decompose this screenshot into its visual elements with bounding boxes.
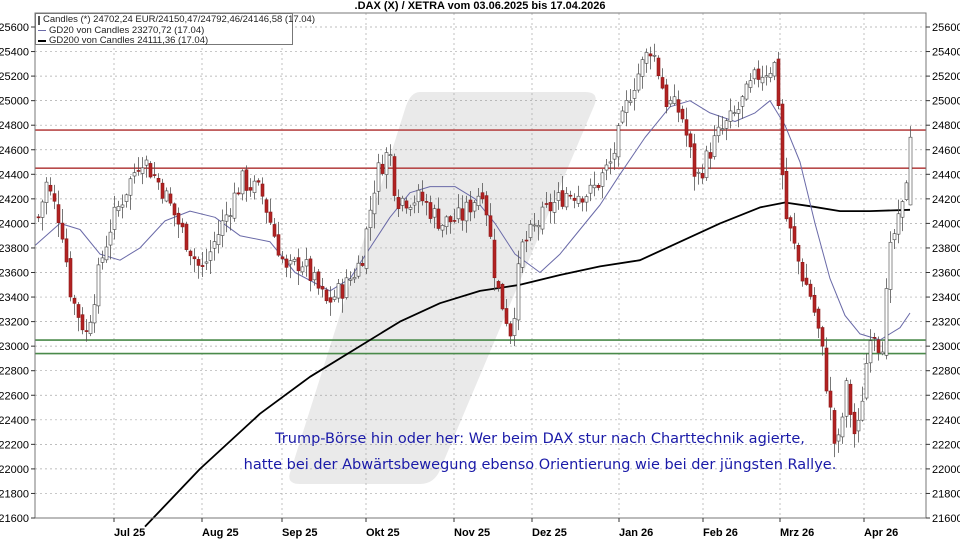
svg-text:25400: 25400 xyxy=(932,47,960,59)
svg-text:22400: 22400 xyxy=(0,415,29,427)
svg-text:23600: 23600 xyxy=(932,268,960,280)
svg-text:Okt 25: Okt 25 xyxy=(366,527,400,539)
gd20-swatch-icon xyxy=(38,30,46,32)
x-axis: Jul 25 Aug 25 Sep 25 Okt 25 Nov 25 Dez 25 Jan … xyxy=(113,518,898,539)
svg-text:23600: 23600 xyxy=(0,268,29,280)
svg-text:22600: 22600 xyxy=(932,390,960,402)
svg-text:25200: 25200 xyxy=(932,71,960,83)
svg-text:24800: 24800 xyxy=(932,120,960,132)
svg-text:25600: 25600 xyxy=(0,22,29,34)
legend-label: GD20 von Candles 23270,72 (17.04) xyxy=(49,24,205,36)
svg-text:22400: 22400 xyxy=(932,415,960,427)
svg-text:22000: 22000 xyxy=(932,464,960,476)
svg-text:24600: 24600 xyxy=(932,145,960,157)
grid-lines xyxy=(35,13,926,519)
svg-text:Feb 26: Feb 26 xyxy=(703,527,738,539)
svg-text:22600: 22600 xyxy=(0,390,29,402)
svg-text:24200: 24200 xyxy=(932,194,960,206)
axes xyxy=(34,12,927,519)
svg-text:23800: 23800 xyxy=(0,243,29,255)
svg-text:24400: 24400 xyxy=(0,169,29,181)
svg-text:23800: 23800 xyxy=(932,243,960,255)
svg-text:Sep 25: Sep 25 xyxy=(282,527,317,539)
annotation-line-1: Trump-Börse hin oder her: Wer beim DAX s… xyxy=(275,431,805,447)
svg-text:Jul 25: Jul 25 xyxy=(114,527,145,539)
svg-text:24400: 24400 xyxy=(932,169,960,181)
svg-text:21800: 21800 xyxy=(932,488,960,500)
chart-annotation: Trump-Börse hin oder her: Wer beim DAX s… xyxy=(230,426,850,478)
legend-item-gd20: GD20 von Candles 23270,72 (17.04) xyxy=(38,24,290,37)
svg-text:Nov 25: Nov 25 xyxy=(454,527,490,539)
candlestick-series xyxy=(36,43,913,458)
y-axis-left: 21600 21800 22000 22200 22400 22600 22800 23000… xyxy=(0,22,35,525)
svg-text:25600: 25600 xyxy=(932,22,960,34)
svg-text:Jan 26: Jan 26 xyxy=(619,527,653,539)
svg-text:23200: 23200 xyxy=(932,317,960,329)
svg-text:21600: 21600 xyxy=(932,513,960,525)
watermark-logo xyxy=(289,92,596,484)
svg-text:21800: 21800 xyxy=(0,488,29,500)
svg-text:23400: 23400 xyxy=(0,292,29,304)
svg-text:22200: 22200 xyxy=(0,439,29,451)
svg-text:22800: 22800 xyxy=(932,366,960,378)
svg-text:Dez 25: Dez 25 xyxy=(532,527,567,539)
gd200-line xyxy=(144,201,911,528)
svg-text:21600: 21600 xyxy=(0,513,29,525)
svg-text:23200: 23200 xyxy=(0,317,29,329)
svg-text:23000: 23000 xyxy=(0,341,29,353)
svg-text:24000: 24000 xyxy=(932,218,960,230)
svg-text:22000: 22000 xyxy=(0,464,29,476)
svg-text:Mrz 26: Mrz 26 xyxy=(780,527,814,539)
legend-label: GD200 von Candles 24111,36 (17.04) xyxy=(49,35,209,46)
svg-text:25400: 25400 xyxy=(0,47,29,59)
legend-label: Candles (*) 24702,24 EUR/24150,47/24792,… xyxy=(43,14,316,25)
candle-swatch-icon xyxy=(38,15,40,25)
gd20-line xyxy=(34,100,911,341)
legend-item-candles: Candles (*) 24702,24 EUR/24150,47/24792,… xyxy=(38,14,315,26)
svg-text:25000: 25000 xyxy=(0,96,29,108)
svg-text:22200: 22200 xyxy=(932,439,960,451)
svg-text:23400: 23400 xyxy=(932,292,960,304)
svg-text:24800: 24800 xyxy=(0,120,29,132)
svg-text:Apr 26: Apr 26 xyxy=(864,527,898,539)
svg-text:24000: 24000 xyxy=(0,218,29,230)
svg-text:23000: 23000 xyxy=(932,341,960,353)
svg-text:25000: 25000 xyxy=(932,96,960,108)
gd200-swatch-icon xyxy=(38,40,46,43)
support-resistance-lines xyxy=(35,129,926,355)
chart-legend: Candles (*) 24702,24 EUR/24150,47/24792,… xyxy=(35,13,315,47)
chart-title: .DAX (X) / XETRA vom 03.06.2025 bis 17.0… xyxy=(354,0,606,12)
y-axis-right: 21600 21800 22000 22200 22400 22600 22800 23000… xyxy=(926,22,960,525)
svg-text:22800: 22800 xyxy=(0,366,29,378)
svg-text:25200: 25200 xyxy=(0,71,29,83)
svg-text:Aug 25: Aug 25 xyxy=(202,527,239,539)
svg-text:24200: 24200 xyxy=(0,194,29,206)
legend-item-gd200: GD200 von Candles 24111,36 (17.04) xyxy=(38,35,290,47)
svg-text:24600: 24600 xyxy=(0,145,29,157)
annotation-line-2: hatte bei der Abwärtsbewegung ebenso Ori… xyxy=(243,457,837,473)
